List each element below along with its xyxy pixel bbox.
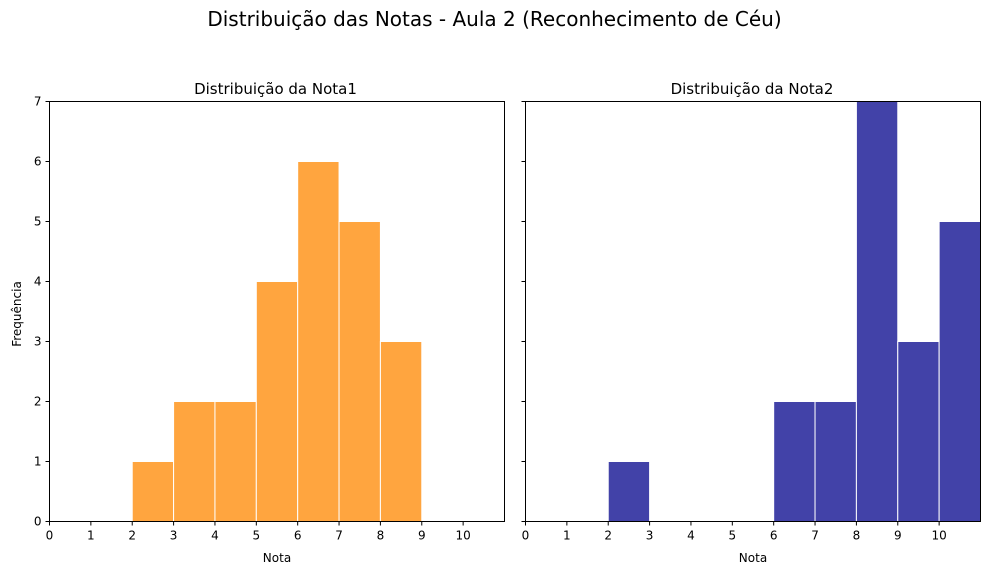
bar-nota2-bin-7 bbox=[814, 401, 857, 522]
histogram-nota1: Distribuição da Nota1 0 1 2 3 4 5 6 7 8 9 10 0 1 2 3 4 5… bbox=[10, 80, 505, 565]
y-tick-label-nota1-0: 0 bbox=[34, 515, 42, 529]
x-tick-label-nota2-5: 5 bbox=[728, 529, 736, 543]
bar-nota1-bin-6 bbox=[297, 161, 340, 522]
y-tick-label-nota1-4: 4 bbox=[34, 275, 42, 289]
y-tick-label-nota1-1: 1 bbox=[34, 455, 42, 469]
x-tick-label-nota1-9: 9 bbox=[418, 529, 426, 543]
x-tick-label-nota2-9: 9 bbox=[894, 529, 902, 543]
x-tick-label-nota2-1: 1 bbox=[563, 529, 571, 543]
x-tick-label-nota2-3: 3 bbox=[646, 529, 654, 543]
plot-area-nota2 bbox=[525, 101, 981, 522]
chart-title-nota2: Distribuição da Nota2 bbox=[671, 80, 834, 98]
y-tick-label-nota1-3: 3 bbox=[34, 335, 42, 349]
bar-nota1-bin-3 bbox=[173, 401, 216, 522]
bar-nota1-bin-4 bbox=[214, 401, 257, 522]
x-tick-label-nota2-7: 7 bbox=[811, 529, 819, 543]
bar-nota2-bin-8 bbox=[855, 101, 899, 522]
bar-nota2-bin-9 bbox=[897, 341, 940, 522]
y-tick-label-nota1-2: 2 bbox=[34, 395, 42, 409]
x-tick-label-nota1-0: 0 bbox=[46, 529, 54, 543]
x-tick-label-nota2-4: 4 bbox=[687, 529, 695, 543]
chart-title-nota1: Distribuição da Nota1 bbox=[194, 80, 357, 98]
x-tick-label-nota2-2: 2 bbox=[604, 529, 612, 543]
x-tick-label-nota1-5: 5 bbox=[252, 529, 260, 543]
ticks-nota2: 0 1 2 3 4 5 6 7 8 9 10 bbox=[521, 101, 947, 543]
x-tick-label-nota1-2: 2 bbox=[128, 529, 136, 543]
x-tick-label-nota1-3: 3 bbox=[170, 529, 178, 543]
x-axis-label-nota2: Nota bbox=[739, 551, 767, 565]
bars-nota2 bbox=[607, 101, 981, 522]
figure-suptitle: Distribuição das Notas - Aula 2 (Reconhe… bbox=[207, 7, 781, 31]
bars-nota1 bbox=[131, 161, 423, 522]
x-tick-label-nota2-6: 6 bbox=[770, 529, 778, 543]
y-axis-label-nota1: Frequência bbox=[10, 281, 24, 347]
x-tick-label-nota1-4: 4 bbox=[211, 529, 219, 543]
x-axis-label-nota1: Nota bbox=[263, 551, 291, 565]
x-tick-label-nota1-8: 8 bbox=[377, 529, 385, 543]
x-tick-label-nota2-10: 10 bbox=[931, 529, 946, 543]
bar-nota1-bin-8 bbox=[379, 341, 423, 522]
y-tick-label-nota1-5: 5 bbox=[34, 215, 42, 229]
plot-area-nota1 bbox=[49, 101, 505, 522]
bar-nota2-bin-6 bbox=[773, 401, 816, 522]
bar-nota2-bin-2 bbox=[607, 461, 651, 522]
bar-nota1-bin-5 bbox=[255, 281, 299, 522]
x-tick-label-nota1-10: 10 bbox=[455, 529, 470, 543]
x-tick-label-nota1-7: 7 bbox=[335, 529, 343, 543]
x-tick-label-nota1-1: 1 bbox=[87, 529, 95, 543]
x-tick-label-nota2-8: 8 bbox=[853, 529, 861, 543]
ticks-nota1: 0 1 2 3 4 5 6 7 8 9 10 0 1 2 3 4 5 6 7 bbox=[34, 95, 471, 543]
bar-nota1-bin-7 bbox=[338, 221, 381, 522]
bar-nota2-bin-10 bbox=[938, 221, 981, 522]
x-tick-label-nota1-6: 6 bbox=[294, 529, 302, 543]
y-tick-label-nota1-7: 7 bbox=[34, 95, 42, 109]
histogram-nota2: Distribuição da Nota2 0 1 2 3 4 5 6 7 8 9 10 Nota bbox=[521, 80, 981, 565]
x-tick-label-nota2-0: 0 bbox=[522, 529, 530, 543]
y-tick-label-nota1-6: 6 bbox=[34, 155, 42, 169]
bar-nota1-bin-2 bbox=[131, 461, 175, 522]
